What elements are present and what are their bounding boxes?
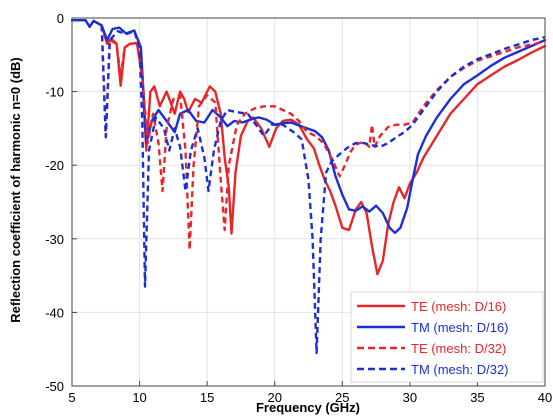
axis-ticks: 5 10 15 20 25 30 35 40 0 -10 -20 -30 -40 -50 <box>45 11 552 405</box>
legend-label: TM (mesh: D/16) <box>411 320 509 335</box>
plot-border <box>71 17 546 387</box>
x-tick-label: 5 <box>68 390 75 405</box>
x-tick-label: 40 <box>538 390 552 405</box>
y-tick-label: -10 <box>45 85 64 100</box>
y-tick-label: 0 <box>57 11 64 26</box>
x-tick-label: 20 <box>267 390 281 405</box>
y-axis-label: Reflection coefficient of harmonic n=0 (… <box>8 57 23 322</box>
series-line-3 <box>100 25 546 251</box>
y-tick-label: -50 <box>45 379 64 394</box>
y-tick-label: -40 <box>45 305 64 320</box>
x-tick-label: 35 <box>470 390 484 405</box>
y-tick-label: -30 <box>45 232 64 247</box>
y-tick-label: -20 <box>45 158 64 173</box>
x-tick-label: 25 <box>335 390 349 405</box>
x-tick-label: 30 <box>403 390 417 405</box>
legend: TE (mesh: D/16) TM (mesh: D/16) TE (mesh: … <box>350 291 544 383</box>
legend-label: TE (mesh: D/16) <box>411 299 506 314</box>
series-line-4 <box>100 25 546 355</box>
legend-label: TE (mesh: D/32) <box>411 341 506 356</box>
x-tick-label: 10 <box>132 390 146 405</box>
x-tick-label: 15 <box>200 390 214 405</box>
x-axis-label: Frequency (GHz) <box>256 400 360 415</box>
series-lines <box>70 19 547 355</box>
legend-label: TM (mesh: D/32) <box>411 362 509 377</box>
